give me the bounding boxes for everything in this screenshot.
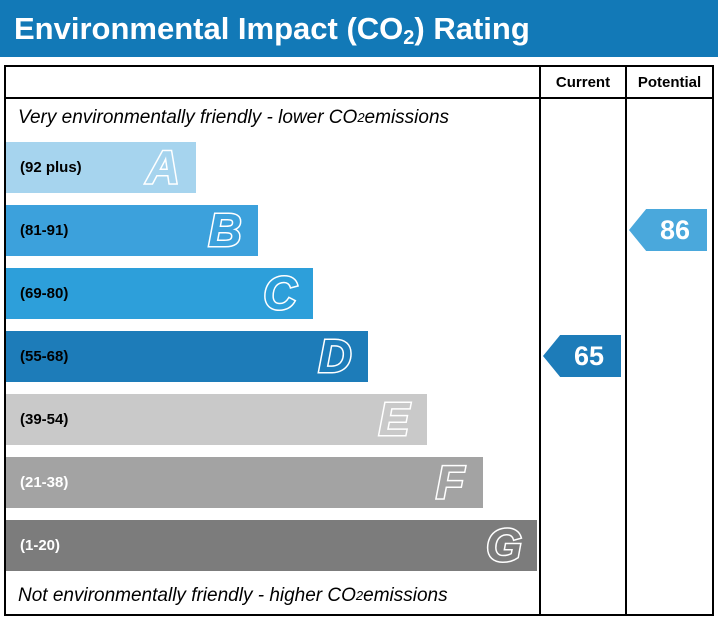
header-current: Current — [539, 67, 625, 99]
top-note-text: Very environmentally friendly - lower CO — [18, 106, 358, 128]
header-main-cell — [6, 67, 539, 99]
svg-text:D: D — [318, 331, 351, 382]
band-letter: E — [377, 394, 412, 446]
band-bar: (81-91) B — [6, 205, 258, 257]
page-title-text: Environmental Impact (CO — [14, 10, 404, 46]
bottom-note-subscript: 2 — [355, 588, 364, 603]
band-bar: (1-20) G — [6, 520, 537, 572]
band-bar: (21-38) F — [6, 457, 483, 509]
band-range-label: (69-80) — [20, 285, 69, 302]
svg-text:G: G — [486, 520, 522, 571]
top-note: Very environmentally friendly - lower CO… — [6, 99, 539, 136]
band-range-label: (39-54) — [20, 411, 69, 428]
svg-text:E: E — [379, 394, 411, 445]
svg-text:A: A — [145, 142, 179, 193]
page-title-subscript: 2 — [403, 27, 415, 49]
svg-text:B: B — [208, 205, 241, 256]
band-bar: (69-80) C — [6, 268, 313, 320]
band-row: (39-54) E — [6, 388, 539, 451]
band-row: (55-68) D — [6, 325, 539, 388]
band-row: (92 plus) A — [6, 136, 539, 199]
band-letter: C — [262, 268, 299, 320]
bottom-note: Not environmentally friendly - higher CO… — [6, 577, 539, 614]
band-list: Very environmentally friendly - lower CO… — [6, 99, 539, 614]
current-value: 65 — [573, 340, 605, 371]
band-range-label: (21-38) — [20, 474, 69, 491]
top-note-text-end: emissions — [364, 106, 450, 128]
band-range-label: (1-20) — [20, 537, 61, 554]
band-range-label: (55-68) — [20, 348, 69, 365]
potential-marker: 86 — [629, 209, 707, 251]
bottom-note-text-end: emissions — [363, 584, 448, 606]
svg-text:C: C — [263, 268, 297, 319]
potential-value: 86 — [659, 214, 691, 245]
band-row: (21-38) F — [6, 451, 539, 514]
band-letter: B — [207, 205, 243, 257]
current-marker: 65 — [543, 335, 621, 377]
band-letter: D — [317, 331, 353, 383]
band-row: (1-20) G — [6, 514, 539, 577]
potential-column: 86 — [625, 99, 712, 614]
band-letter: F — [434, 457, 467, 509]
band-row: (81-91) B — [6, 199, 539, 262]
current-column: 65 — [539, 99, 625, 614]
band-bar: (39-54) E — [6, 394, 427, 446]
band-range-label: (92 plus) — [20, 159, 82, 176]
band-letter: A — [144, 142, 181, 194]
page-title: Environmental Impact (CO 2) Rating — [0, 0, 718, 57]
band-letter: G — [485, 520, 524, 572]
bottom-note-text: Not environmentally friendly - higher CO — [18, 584, 356, 606]
band-bar: (92 plus) A — [6, 142, 196, 194]
epc-chart: Current Potential Very environmentally f… — [4, 65, 714, 616]
band-bar: (55-68) D — [6, 331, 368, 383]
band-row: (69-80) C — [6, 262, 539, 325]
band-range-label: (81-91) — [20, 222, 69, 239]
svg-text:F: F — [436, 457, 466, 508]
header-potential: Potential — [625, 67, 712, 99]
top-note-subscript: 2 — [357, 110, 365, 125]
page-title-text-end: ) Rating — [414, 10, 530, 46]
